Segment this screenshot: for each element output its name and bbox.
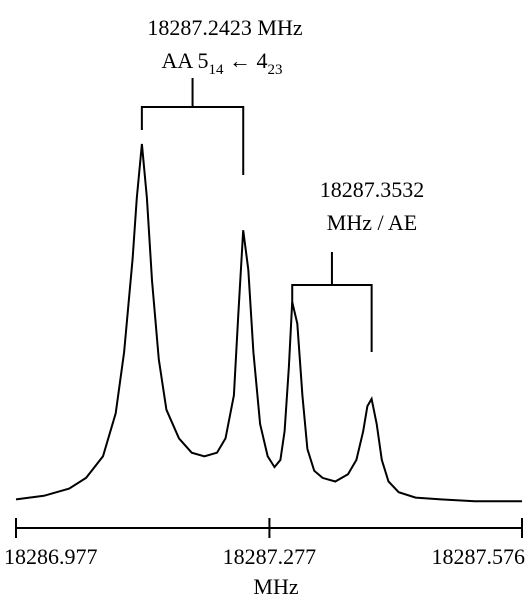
x-tick-label: 18287.576 — [432, 544, 526, 569]
annotation-ae-bracket — [291, 252, 373, 352]
annotation-ae-label: MHz / AE — [327, 210, 417, 235]
annotation-aa-bracket — [140, 78, 245, 175]
x-tick-label: 18286.977 — [4, 544, 98, 569]
spectrum-series-line — [15, 143, 522, 503]
annotation-aa-transition: AA 514 ← 423 — [161, 48, 282, 78]
annotation-aa: 18287.2423 MHz AA 514 ← 423 — [140, 15, 303, 175]
annotation-ae: 18287.3532 MHz / AE — [291, 177, 425, 352]
x-axis-title: MHz — [253, 574, 298, 599]
x-axis-ticks: 18286.977 18287.277 18287.576 — [4, 518, 525, 569]
x-tick-label: 18287.277 — [223, 544, 317, 569]
annotation-ae-frequency: 18287.3532 — [320, 177, 425, 202]
annotation-aa-frequency: 18287.2423 MHz — [147, 15, 302, 40]
